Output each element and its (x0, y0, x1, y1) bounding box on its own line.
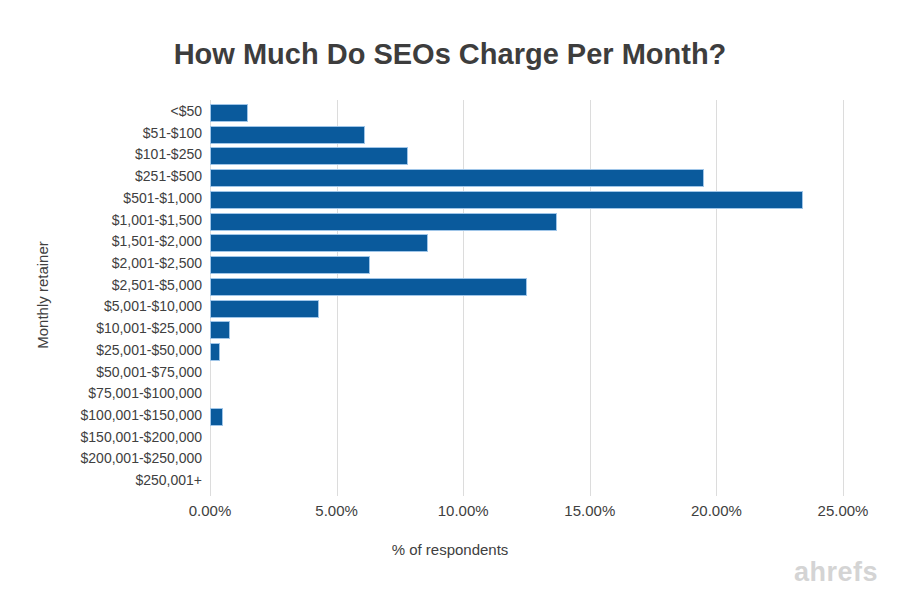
bar (210, 126, 365, 144)
x-tick-label: 20.00% (666, 502, 766, 519)
category-label: $501-$1,000 (2, 189, 202, 207)
category-label: $1,501-$2,000 (2, 232, 202, 250)
x-tick-label: 15.00% (540, 502, 640, 519)
category-label: $251-$500 (2, 167, 202, 185)
bar (210, 213, 557, 231)
x-axis-title: % of respondents (0, 541, 900, 558)
bar (210, 300, 319, 318)
x-tick-label: 0.00% (160, 502, 260, 519)
bar (210, 256, 370, 274)
bar (210, 278, 527, 296)
bar (210, 343, 220, 361)
category-label: $250,001+ (2, 471, 202, 489)
bar (210, 321, 230, 339)
bar (210, 147, 408, 165)
category-label: $51-$100 (2, 124, 202, 142)
bar (210, 169, 704, 187)
bar (210, 104, 248, 122)
category-label: <$50 (2, 102, 202, 120)
category-label: $75,001-$100,000 (2, 384, 202, 402)
category-label: $2,501-$5,000 (2, 276, 202, 294)
bar (210, 191, 803, 209)
category-label: $2,001-$2,500 (2, 254, 202, 272)
bar (210, 234, 428, 252)
plot-area: 0.00%5.00%10.00%15.00%20.00%25.00%<$50$5… (210, 100, 843, 491)
category-label: $150,001-$200,000 (2, 428, 202, 446)
category-label: $101-$250 (2, 145, 202, 163)
gridline (590, 100, 591, 496)
gridline (716, 100, 717, 496)
chart-container: How Much Do SEOs Charge Per Month? Month… (0, 0, 900, 600)
category-label: $25,001-$50,000 (2, 341, 202, 359)
category-label: $10,001-$25,000 (2, 319, 202, 337)
category-label: $5,001-$10,000 (2, 297, 202, 315)
chart-title: How Much Do SEOs Charge Per Month? (0, 38, 900, 71)
bar (210, 408, 223, 426)
category-label: $100,001-$150,000 (2, 406, 202, 424)
ahrefs-logo: ahrefs (794, 557, 878, 588)
category-label: $1,001-$1,500 (2, 211, 202, 229)
gridline (463, 100, 464, 496)
category-label: $200,001-$250,000 (2, 449, 202, 467)
x-tick-label: 25.00% (793, 502, 893, 519)
gridline (843, 100, 844, 496)
x-tick-label: 10.00% (413, 502, 513, 519)
x-tick-label: 5.00% (287, 502, 387, 519)
category-label: $50,001-$75,000 (2, 363, 202, 381)
